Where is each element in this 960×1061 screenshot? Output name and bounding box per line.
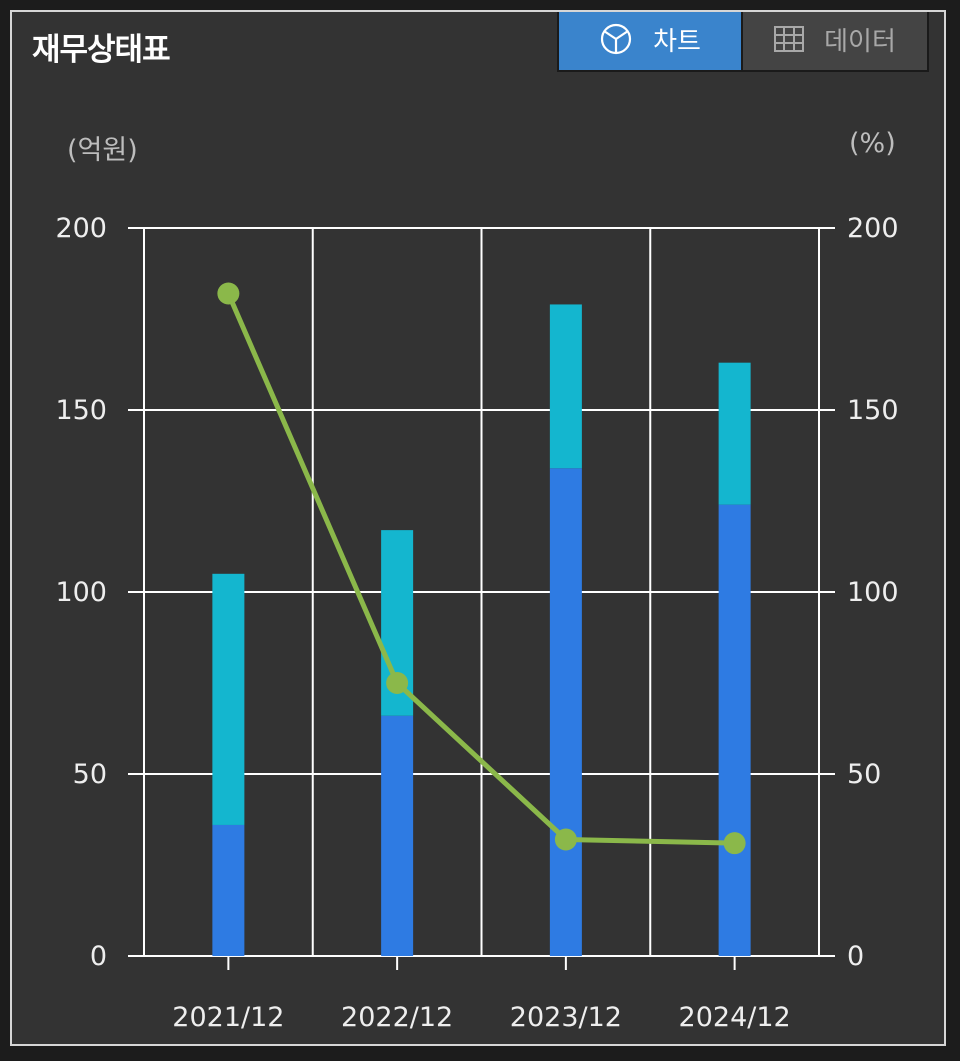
right-tick-label-4: 200 — [847, 213, 899, 244]
x-tick-label-3: 2024/12 — [679, 1002, 791, 1033]
bar-2024/12-series-1 — [718, 362, 751, 505]
bar-2021/12-series-1 — [212, 573, 245, 825]
tab-chart[interactable]: 차트 — [559, 12, 743, 70]
bar-2023/12-series-1 — [549, 304, 582, 469]
table-grid-icon — [774, 26, 805, 52]
left-tick-label-3: 150 — [55, 395, 107, 426]
x-tick-label-0: 2021/12 — [172, 1002, 284, 1033]
financial-statement-panel: 재무상태표 차트 — [10, 10, 946, 1046]
tab-data-label: 데이터 — [824, 26, 896, 57]
right-tick-label-2: 100 — [847, 577, 899, 608]
right-tick-label-3: 150 — [847, 395, 899, 426]
view-tabs: 차트 데이터 — [557, 12, 929, 72]
right-tick-label-1: 50 — [847, 759, 881, 790]
line-series-0 — [226, 292, 735, 846]
bar-2022/12-series-0 — [381, 715, 414, 956]
left-tick-label-0: 0 — [90, 941, 107, 972]
pie-chart-icon — [599, 22, 633, 56]
line-point-2021/12 — [217, 282, 240, 305]
left-tick-label-1: 50 — [73, 759, 107, 790]
line-point-2024/12 — [723, 832, 746, 855]
right-axis-unit: (%) — [849, 128, 896, 159]
x-tick-label-2: 2023/12 — [510, 1002, 622, 1033]
bar-2024/12-series-0 — [718, 504, 751, 956]
panel-title: 재무상태표 — [32, 32, 171, 68]
left-axis-unit: (억원) — [67, 135, 138, 166]
right-tick-label-0: 0 — [847, 941, 864, 972]
line-point-2022/12 — [386, 672, 409, 694]
x-tick-label-1: 2022/12 — [341, 1002, 453, 1033]
left-tick-label-4: 200 — [55, 213, 107, 244]
financial-chart: 0 50 100 150 200 0 50 100 150 200 2021/12 2022/12 20… — [55, 213, 899, 1033]
bar-2023/12-series-0 — [549, 468, 582, 956]
line-point-2023/12 — [554, 828, 577, 851]
tab-chart-label: 차트 — [653, 26, 701, 57]
bar-2021/12-series-0 — [212, 824, 245, 956]
tab-data[interactable]: 데이터 — [743, 12, 927, 70]
left-tick-label-2: 100 — [55, 577, 107, 608]
